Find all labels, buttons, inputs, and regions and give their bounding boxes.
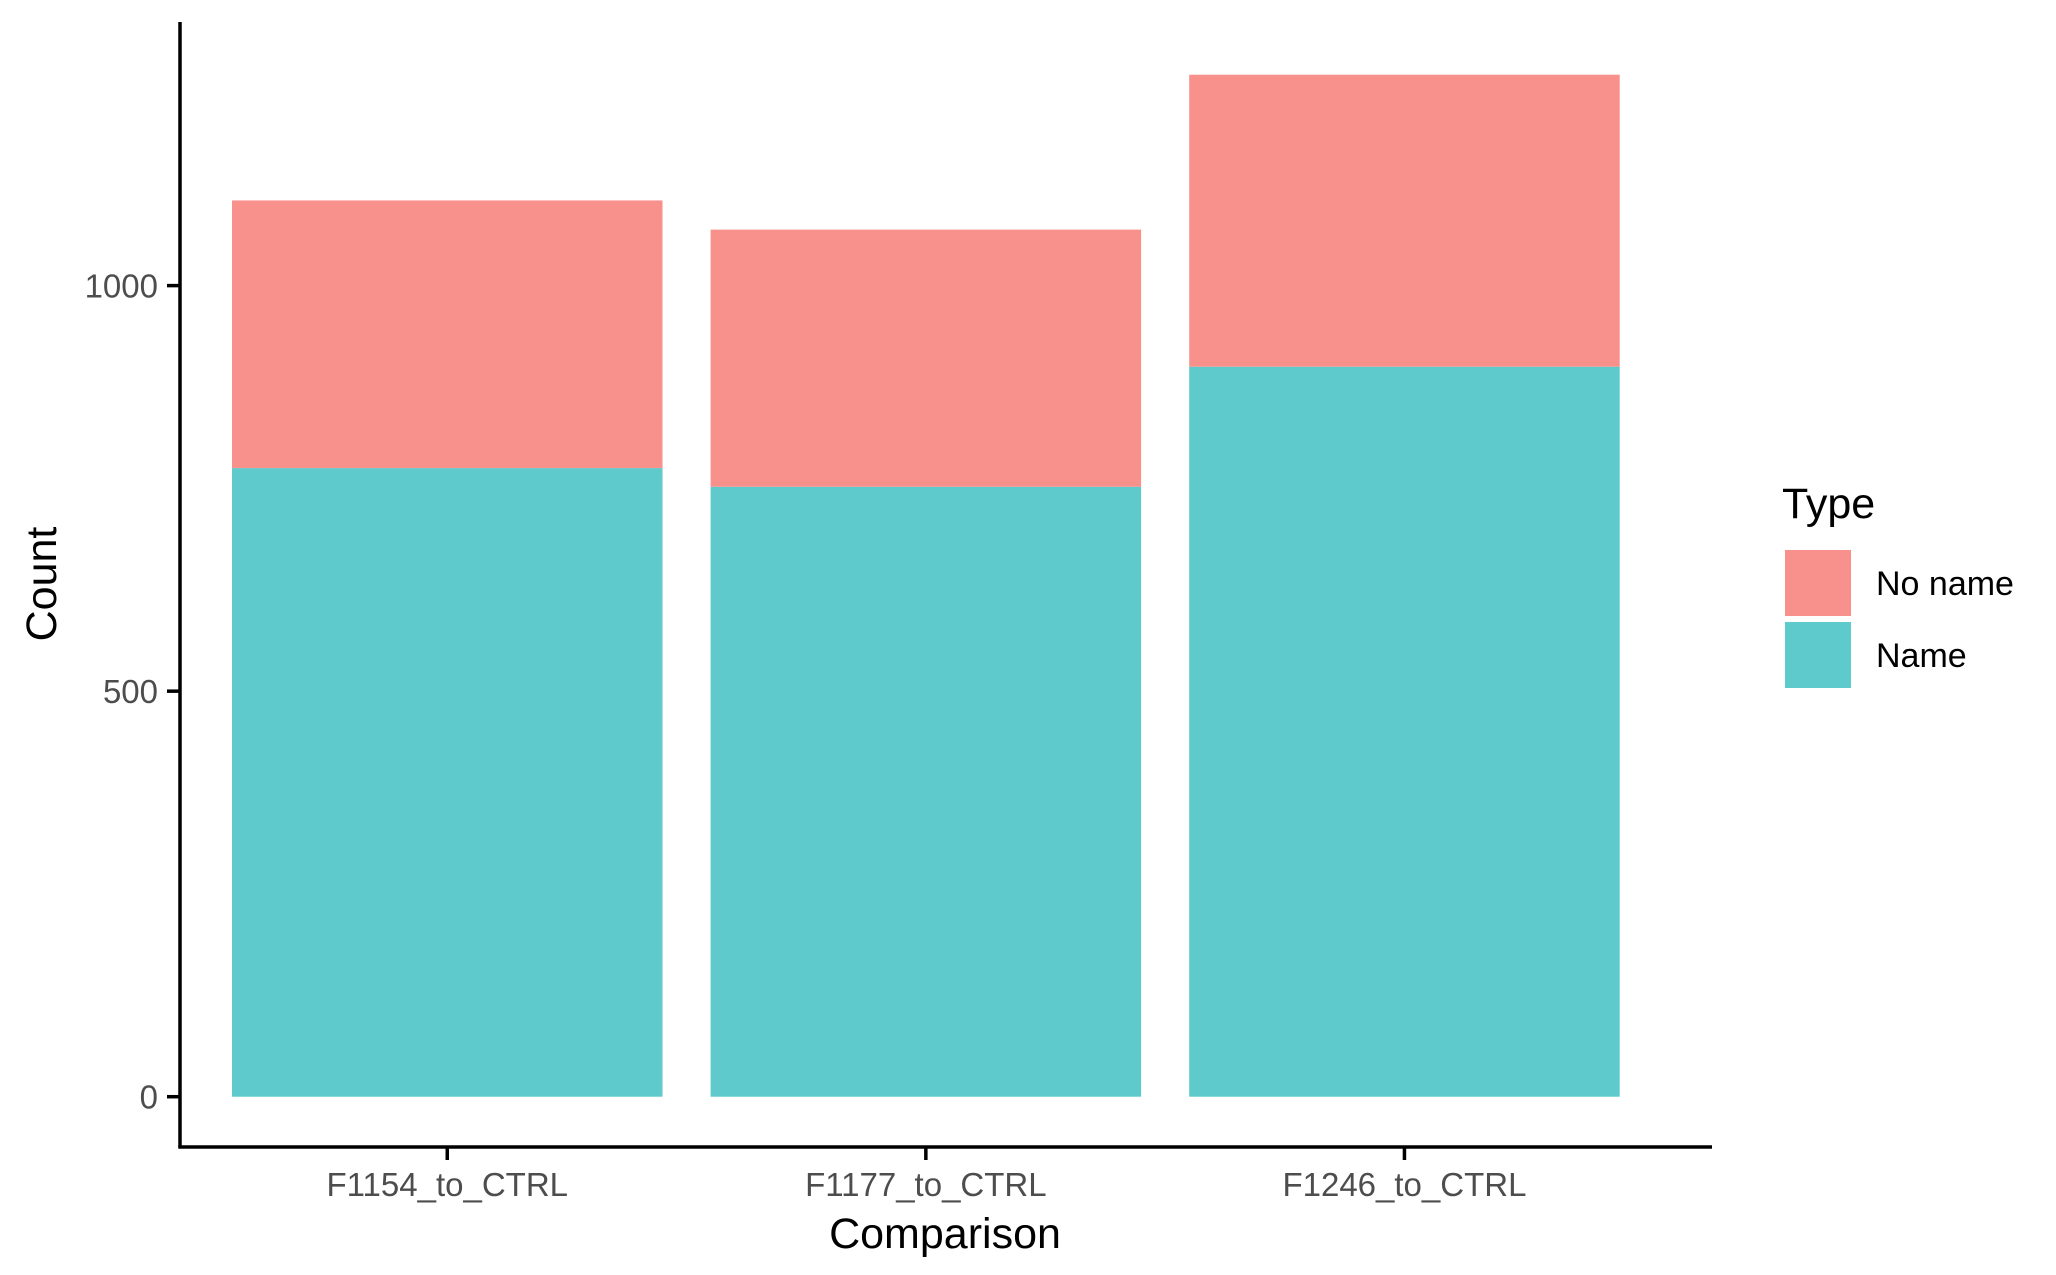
- y-axis-title: Count: [18, 527, 66, 642]
- x-tick-label: F1154_to_CTRL: [326, 1166, 568, 1203]
- bar-f1177-to-ctrl-no-name: [710, 229, 1142, 487]
- x-ticks: F1154_to_CTRL F1177_to_CTRL F1246_to_CTRL: [326, 1147, 1526, 1203]
- y-tick-label: 500: [103, 673, 158, 710]
- x-tick-label: F1246_to_CTRL: [1282, 1166, 1526, 1203]
- axes-layer: [178, 22, 1712, 1149]
- x-tick-label: F1177_to_CTRL: [805, 1166, 1047, 1203]
- legend-swatch-no-name: [1785, 550, 1851, 616]
- legend: Type No name Name: [1782, 480, 2014, 688]
- x-axis-title: Comparison: [829, 1210, 1061, 1258]
- legend-title: Type: [1782, 480, 1875, 528]
- bar-f1246-to-ctrl-no-name: [1189, 74, 1620, 367]
- y-ticks: 0 500 1000: [85, 268, 180, 1116]
- bar-f1246-to-ctrl-name: [1189, 366, 1620, 1097]
- bars-layer: [232, 74, 1620, 1097]
- legend-label-name: Name: [1876, 637, 1967, 675]
- bar-f1154-to-ctrl-name: [232, 468, 663, 1097]
- y-tick-label: 1000: [85, 268, 158, 305]
- legend-swatch-name: [1785, 622, 1851, 688]
- y-tick-label: 0: [140, 1079, 158, 1116]
- legend-label-no-name: No name: [1876, 565, 2014, 603]
- bar-f1177-to-ctrl-name: [710, 486, 1142, 1097]
- bar-f1154-to-ctrl-no-name: [232, 200, 663, 469]
- legend-items: No name Name: [1785, 550, 2014, 688]
